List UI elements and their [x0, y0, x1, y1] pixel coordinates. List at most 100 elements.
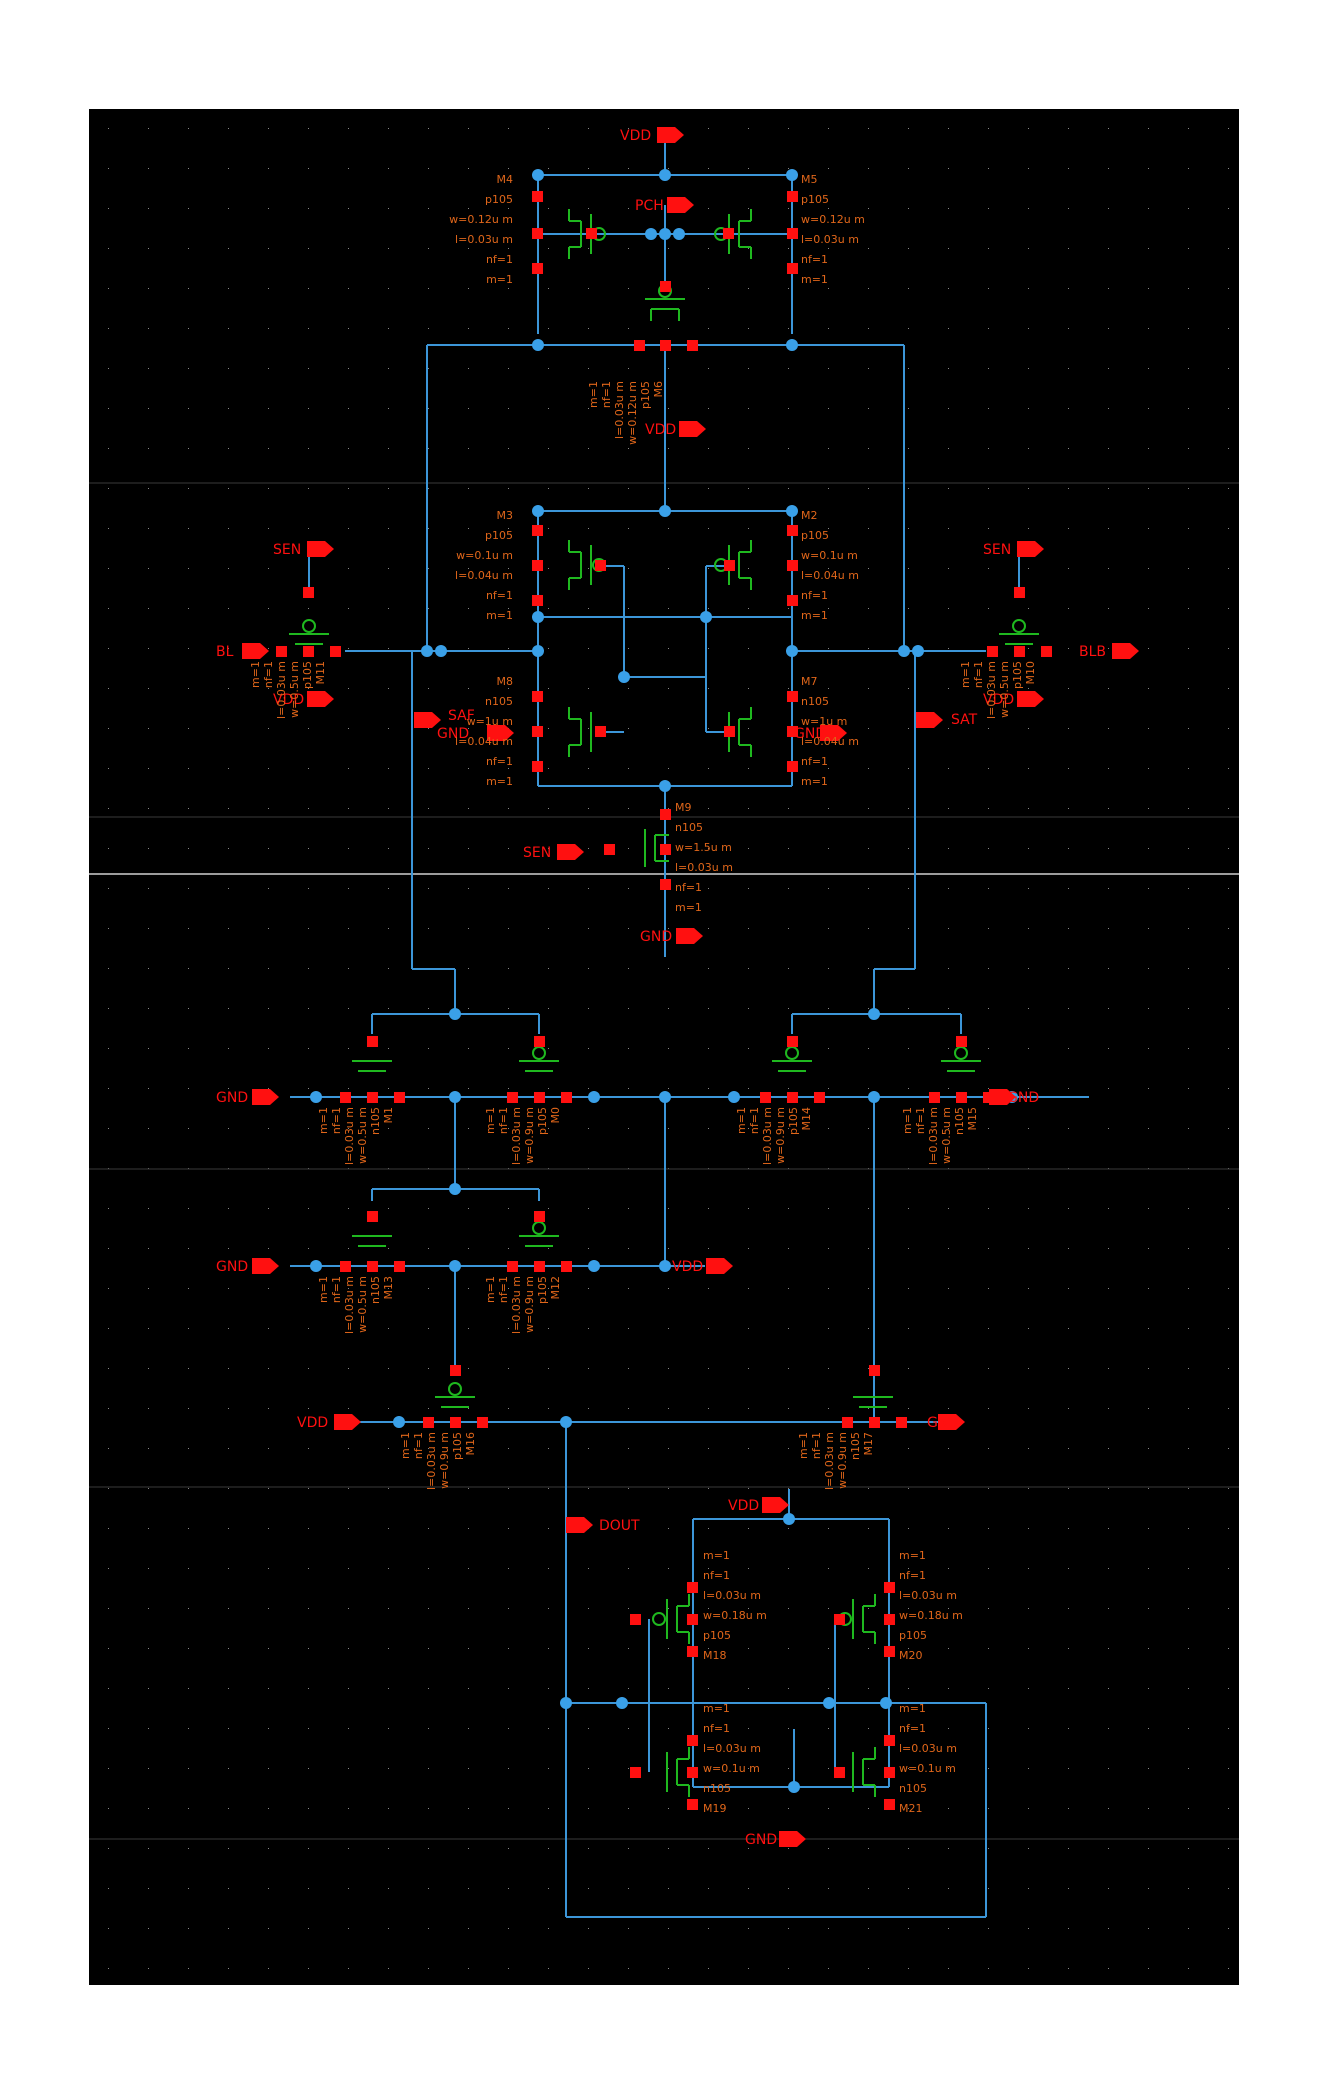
device-label-m18-4: p105: [703, 1629, 731, 1642]
device-label-m20-5: M20: [899, 1649, 923, 1662]
device-label-m2-3: l=0.04u m: [801, 569, 859, 582]
device-label-m7-1: n105: [801, 695, 829, 708]
device-label-m8-3: l=0.04u m: [455, 735, 513, 748]
pin-labels: VDD PCH VDD SEN BL VDD SEN BLB VDD SAF G…: [216, 128, 1106, 1848]
device-label-m14-4: p105: [787, 1107, 800, 1135]
device-label-m10-0: m=1: [959, 661, 972, 688]
schematic-canvas[interactable]: VDD PCH VDD SEN BL VDD SEN BLB VDD SAF G…: [89, 109, 1239, 1985]
device-label-m3-3: l=0.04u m: [455, 569, 513, 582]
device-label-m20-3: w=0.18u m: [899, 1609, 963, 1622]
device-label-m12-2: l=0.03u m: [510, 1276, 523, 1334]
device-label-m19-5: M19: [703, 1802, 727, 1815]
device-label-m0-4: p105: [536, 1107, 549, 1135]
device-label-m13-2: l=0.03u m: [343, 1276, 356, 1334]
device-label-m19-2: l=0.03u m: [703, 1742, 761, 1755]
device-label-m8-5: m=1: [486, 775, 513, 788]
device-label-m17-4: n105: [849, 1432, 862, 1460]
device-label-m7-3: l=0.04u m: [801, 735, 859, 748]
pin-blb: BLB: [1079, 644, 1106, 660]
pin-gnd-row1-right: GND: [1007, 1090, 1039, 1106]
device-label-m3-0: M3: [497, 509, 514, 522]
device-label-m3-2: w=0.1u m: [456, 549, 513, 562]
device-label-m8-4: nf=1: [486, 755, 513, 768]
device-label-m13-5: M13: [382, 1276, 395, 1300]
device-label-m10-4: p105: [1011, 661, 1024, 689]
pin-bl: BL: [216, 644, 234, 660]
pin-gnd-row2-left: GND: [216, 1259, 248, 1275]
device-label-m21-3: w=0.1u m: [899, 1762, 956, 1775]
device-label-m1-3: w=0.5u m: [356, 1107, 369, 1164]
device-label-m15-3: w=0.5u m: [940, 1107, 953, 1164]
pin-pch: PCH: [635, 198, 664, 214]
pin-vdd-row2: VDD: [672, 1259, 703, 1275]
device-label-m11-2: l=0.03u m: [275, 661, 288, 719]
device-label-m20-0: m=1: [899, 1549, 926, 1562]
device-label-m5-5: m=1: [801, 273, 828, 286]
pin-gnd-sa-right: GND: [794, 726, 826, 742]
pin-gnd-row3: GND: [927, 1415, 959, 1431]
device-label-m6-3: w=0.12u m: [626, 381, 639, 445]
device-label-m20-4: p105: [899, 1629, 927, 1642]
device-label-m11-4: p105: [301, 661, 314, 689]
device-terminals: [276, 191, 1052, 1810]
device-label-m6-1: nf=1: [600, 381, 613, 408]
device-label-m9-0: M9: [675, 801, 692, 814]
device-label-m6-0: m=1: [587, 381, 600, 408]
device-label-m17-5: M17: [862, 1432, 875, 1456]
device-label-m12-0: m=1: [484, 1276, 497, 1303]
device-label-m21-0: m=1: [899, 1702, 926, 1715]
device-label-m21-2: l=0.03u m: [899, 1742, 957, 1755]
pin-sen-right: SEN: [983, 542, 1011, 558]
pin-sat: SAT: [951, 712, 978, 728]
device-label-m19-0: m=1: [703, 1702, 730, 1715]
device-label-m7-0: M7: [801, 675, 818, 688]
device-label-m21-1: nf=1: [899, 1722, 926, 1735]
device-label-m9-3: l=0.03u m: [675, 861, 733, 874]
device-label-m15-0: m=1: [901, 1107, 914, 1134]
device-label-m10-2: l=0.03u m: [985, 661, 998, 719]
pin-gnd-m9: GND: [640, 929, 672, 945]
device-label-m10-5: M10: [1024, 661, 1037, 685]
device-label-m13-3: w=0.5u m: [356, 1276, 369, 1333]
pin-dout: DOUT: [599, 1518, 640, 1534]
pin-sen-m9: SEN: [523, 845, 551, 861]
device-label-m1-0: m=1: [317, 1107, 330, 1134]
pin-vdd-row3: VDD: [297, 1415, 328, 1431]
pin-gnd-row1-left: GND: [216, 1090, 248, 1106]
device-label-m21-5: M21: [899, 1802, 923, 1815]
pin-vdd-left: VDD: [273, 692, 304, 708]
device-label-m8-1: n105: [485, 695, 513, 708]
device-label-m15-2: l=0.03u m: [927, 1107, 940, 1165]
device-label-m4-5: m=1: [486, 273, 513, 286]
device-label-m21-4: n105: [899, 1782, 927, 1795]
device-label-m5-1: p105: [801, 193, 829, 206]
device-label-m14-3: w=0.9u m: [774, 1107, 787, 1164]
net-junction-dots: [310, 169, 1018, 1793]
device-label-m7-5: m=1: [801, 775, 828, 788]
device-label-m0-3: w=0.9u m: [523, 1107, 536, 1164]
device-label-m14-2: l=0.03u m: [761, 1107, 774, 1165]
device-label-m19-3: w=0.1u m: [703, 1762, 760, 1775]
device-label-m15-1: nf=1: [914, 1107, 927, 1134]
pin-vdd-right: VDD: [983, 692, 1014, 708]
pin-vdd-bottom: VDD: [728, 1498, 759, 1514]
device-label-m12-5: M12: [549, 1276, 562, 1300]
device-label-m4-1: p105: [485, 193, 513, 206]
device-label-m2-5: m=1: [801, 609, 828, 622]
device-label-m6-4: p105: [639, 381, 652, 409]
device-label-m15-5: M15: [966, 1107, 979, 1131]
device-label-m17-2: l=0.03u m: [823, 1432, 836, 1490]
device-label-m14-0: m=1: [735, 1107, 748, 1134]
device-label-m1-5: M1: [382, 1107, 395, 1124]
device-label-m9-2: w=1.5u m: [675, 841, 732, 854]
device-label-m2-2: w=0.1u m: [801, 549, 858, 562]
device-label-m18-1: nf=1: [703, 1569, 730, 1582]
device-label-m4-2: w=0.12u m: [449, 213, 513, 226]
device-label-m1-4: n105: [369, 1107, 382, 1135]
device-label-m11-5: M11: [314, 661, 327, 685]
device-label-m16-1: nf=1: [412, 1432, 425, 1459]
pin-vdd-m6: VDD: [645, 422, 676, 438]
device-label-m17-1: nf=1: [810, 1432, 823, 1459]
device-label-m7-2: w=1u m: [801, 715, 847, 728]
schematic-svg: VDD PCH VDD SEN BL VDD SEN BLB VDD SAF G…: [89, 109, 1239, 1985]
